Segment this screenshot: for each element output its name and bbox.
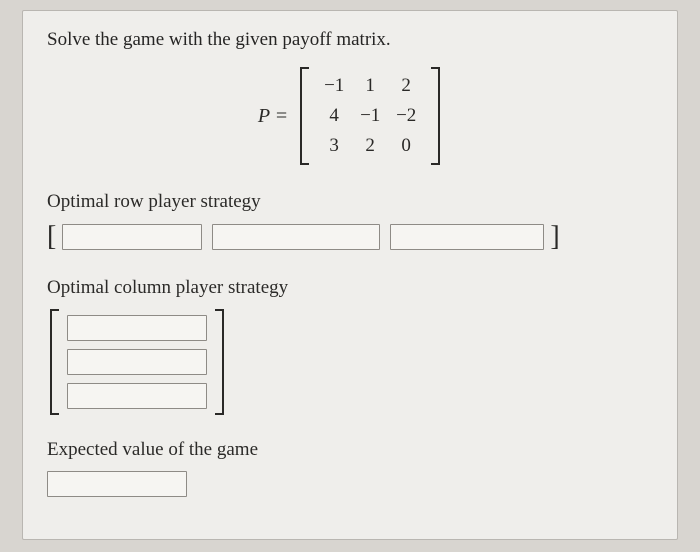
- col-strategy-input-1[interactable]: [67, 315, 207, 341]
- row-strategy-input-1[interactable]: [62, 224, 202, 250]
- col-strategy-label: Optimal column player strategy: [47, 277, 653, 299]
- matrix-grid: −1 1 2 4 −1 −2 3 2 0: [312, 67, 428, 165]
- question-card: Solve the game with the given payoff mat…: [22, 10, 678, 540]
- matrix-brackets: −1 1 2 4 −1 −2 3 2 0: [298, 67, 442, 165]
- matrix-cell: 2: [388, 71, 424, 101]
- matrix-cell: 4: [316, 101, 352, 131]
- right-bracket-icon: ]: [550, 223, 559, 251]
- question-prompt: Solve the game with the given payoff mat…: [47, 29, 653, 51]
- matrix-cell: 1: [352, 71, 388, 101]
- expected-value-input[interactable]: [47, 471, 187, 497]
- right-bracket-icon: [428, 67, 442, 165]
- left-bracket-icon: [47, 309, 61, 415]
- matrix-label: P =: [258, 105, 288, 128]
- payoff-matrix-area: P = −1 1 2 4 −1 −2 3 2 0: [47, 67, 653, 165]
- col-strategy-vector: [47, 309, 653, 415]
- matrix-cell: −1: [316, 71, 352, 101]
- left-bracket-icon: [298, 67, 312, 165]
- col-strategy-input-3[interactable]: [67, 383, 207, 409]
- matrix-cell: 3: [316, 131, 352, 161]
- matrix-cell: 0: [388, 131, 424, 161]
- row-strategy-vector: [ ]: [47, 223, 653, 251]
- col-strategy-stack: [61, 309, 213, 415]
- matrix-cell: −1: [352, 101, 388, 131]
- expected-value-box: [47, 471, 653, 497]
- right-bracket-icon: [213, 309, 227, 415]
- row-strategy-label: Optimal row player strategy: [47, 191, 653, 213]
- row-strategy-input-3[interactable]: [390, 224, 544, 250]
- col-strategy-input-2[interactable]: [67, 349, 207, 375]
- expected-value-label: Expected value of the game: [47, 439, 653, 461]
- left-bracket-icon: [: [47, 223, 56, 251]
- matrix-cell: −2: [388, 101, 424, 131]
- matrix-cell: 2: [352, 131, 388, 161]
- row-strategy-input-2[interactable]: [212, 224, 380, 250]
